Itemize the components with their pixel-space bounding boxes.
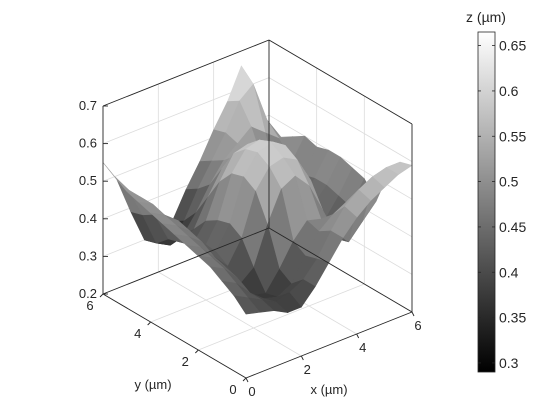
y-tick-mark [242,377,247,382]
x-tick-label: 4 [359,340,366,355]
top-right-edge [268,39,413,125]
colorbar-gradient-bar [477,31,496,373]
colorbar-tick-label: 0.3 [499,355,519,371]
surface-patch [233,295,261,315]
z-tick-label: 0.3 [79,248,97,263]
x-tick-mark [356,333,360,339]
colorbar-tick-label: 0.5 [499,174,519,190]
x-tick-label: 6 [414,318,421,333]
colorbar: z (µm) 0.3 0.35 0.4 0.45 0.5 0.55 0.6 0.65 [466,9,526,373]
x-tick-label: 2 [304,362,311,377]
z-tick-label: 0.5 [79,173,97,188]
y-axis-label: y (µm) [134,377,171,392]
x-tick-mark [411,311,415,317]
y-tick-label: 4 [134,326,141,341]
y-tick-mark [99,293,104,298]
y-tick-mark [147,321,151,326]
x-axis-line [245,311,413,379]
x-tick-mark [300,355,304,361]
colorbar-tick-label: 0.35 [499,310,526,326]
colorbar-tick-label: 0.45 [499,219,526,235]
floor-back-edge [268,227,413,313]
y-tick-label: 2 [182,354,189,369]
colorbar-tick-label: 0.4 [499,264,519,280]
z-tick-label: 0.2 [79,286,97,301]
x-axis-label: x (µm) [310,382,347,397]
colorbar-tick-label: 0.6 [499,83,519,99]
y-tick-label: 0 [229,382,236,397]
z-tick-label: 0.7 [79,98,97,113]
y-tick-label: 6 [86,298,93,313]
z-tick-label: 0.6 [79,136,97,151]
x-tick-label: 0 [248,384,255,399]
surface-mesh [102,65,413,315]
floor-grid-x [158,271,302,357]
z-tick-label: 0.4 [79,211,97,226]
floor-grid-y [198,283,365,351]
colorbar-ticks: 0.3 0.35 0.4 0.45 0.5 0.55 0.6 0.65 [478,38,526,371]
axes-box-edges [102,39,413,379]
wall-grid-z-right [268,77,413,162]
colorbar-tick-label: 0.55 [499,128,526,144]
y-axis-line [102,293,247,379]
floor-left-edge [102,227,270,295]
colorbar-label: z (µm) [466,9,506,25]
x-tick-mark [245,377,249,383]
y-tick-mark [195,349,199,354]
colorbar-tick-label: 0.65 [499,38,526,54]
top-back-edge [102,39,270,107]
